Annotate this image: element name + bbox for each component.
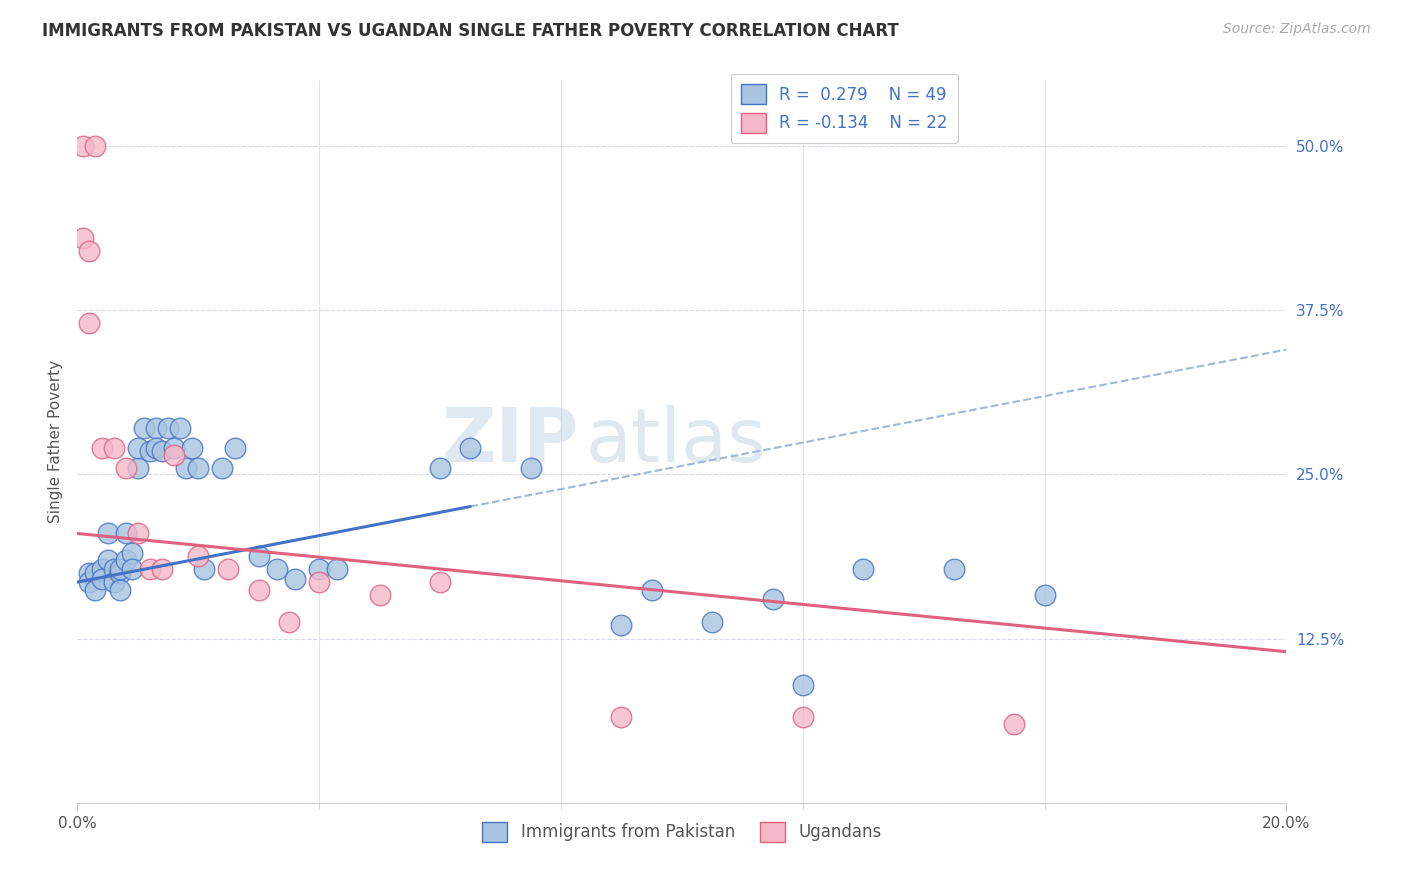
Point (1004, 717, 1026, 731)
Point (1033, 588, 1056, 602)
Point (114, 553, 136, 567)
Point (84, 139, 107, 153)
Point (181, 441, 204, 455)
Point (139, 443, 162, 458)
Point (610, 618, 633, 632)
Point (218, 562, 240, 576)
Text: atlas: atlas (585, 405, 766, 478)
Y-axis label: Single Father Poverty: Single Father Poverty (48, 360, 63, 523)
Point (169, 421, 191, 435)
Point (187, 549, 209, 563)
Point (852, 562, 875, 576)
Point (224, 441, 246, 455)
Text: ZIP: ZIP (441, 405, 579, 478)
Point (103, 562, 125, 576)
Point (84, 566, 107, 580)
Point (278, 615, 301, 629)
Point (942, 562, 965, 576)
Point (127, 441, 149, 455)
Point (163, 441, 186, 455)
Point (108, 582, 131, 597)
Point (145, 441, 167, 455)
Point (127, 526, 149, 541)
Point (211, 460, 233, 475)
Point (247, 582, 270, 597)
Point (96, 526, 118, 541)
Point (79, 566, 101, 580)
Point (150, 562, 173, 576)
Legend: Immigrants from Pakistan, Ugandans: Immigrants from Pakistan, Ugandans (475, 815, 889, 848)
Point (266, 562, 288, 576)
Point (308, 562, 330, 576)
Point (792, 677, 814, 691)
Point (79, 316, 101, 330)
Point (72, 231, 94, 245)
Point (90, 573, 112, 587)
Point (520, 460, 543, 475)
Point (150, 443, 173, 458)
Point (193, 562, 215, 576)
Text: IMMIGRANTS FROM PAKISTAN VS UGANDAN SINGLE FATHER POVERTY CORRELATION CHART: IMMIGRANTS FROM PAKISTAN VS UGANDAN SING… (42, 22, 898, 40)
Point (145, 421, 167, 435)
Point (326, 562, 349, 576)
Text: Source: ZipAtlas.com: Source: ZipAtlas.com (1223, 22, 1371, 37)
Point (163, 448, 186, 462)
Point (84, 582, 107, 597)
Point (610, 710, 633, 724)
Point (96, 553, 118, 567)
Point (762, 592, 785, 607)
Point (174, 460, 197, 475)
Point (284, 573, 307, 587)
Point (132, 421, 155, 435)
Point (114, 526, 136, 541)
Point (429, 460, 451, 475)
Point (702, 615, 724, 629)
Point (641, 582, 664, 597)
Point (121, 546, 143, 560)
Point (308, 575, 330, 590)
Point (108, 562, 131, 576)
Point (429, 575, 451, 590)
Point (79, 244, 101, 258)
Point (187, 460, 209, 475)
Point (79, 575, 101, 590)
Point (103, 441, 125, 455)
Point (247, 549, 270, 563)
Point (114, 460, 136, 475)
Point (72, 139, 94, 153)
Point (108, 566, 131, 580)
Point (127, 460, 149, 475)
Point (103, 575, 125, 590)
Point (792, 710, 814, 724)
Point (368, 588, 391, 602)
Point (90, 562, 112, 576)
Point (121, 562, 143, 576)
Point (139, 562, 162, 576)
Point (458, 441, 481, 455)
Point (157, 421, 180, 435)
Point (90, 441, 112, 455)
